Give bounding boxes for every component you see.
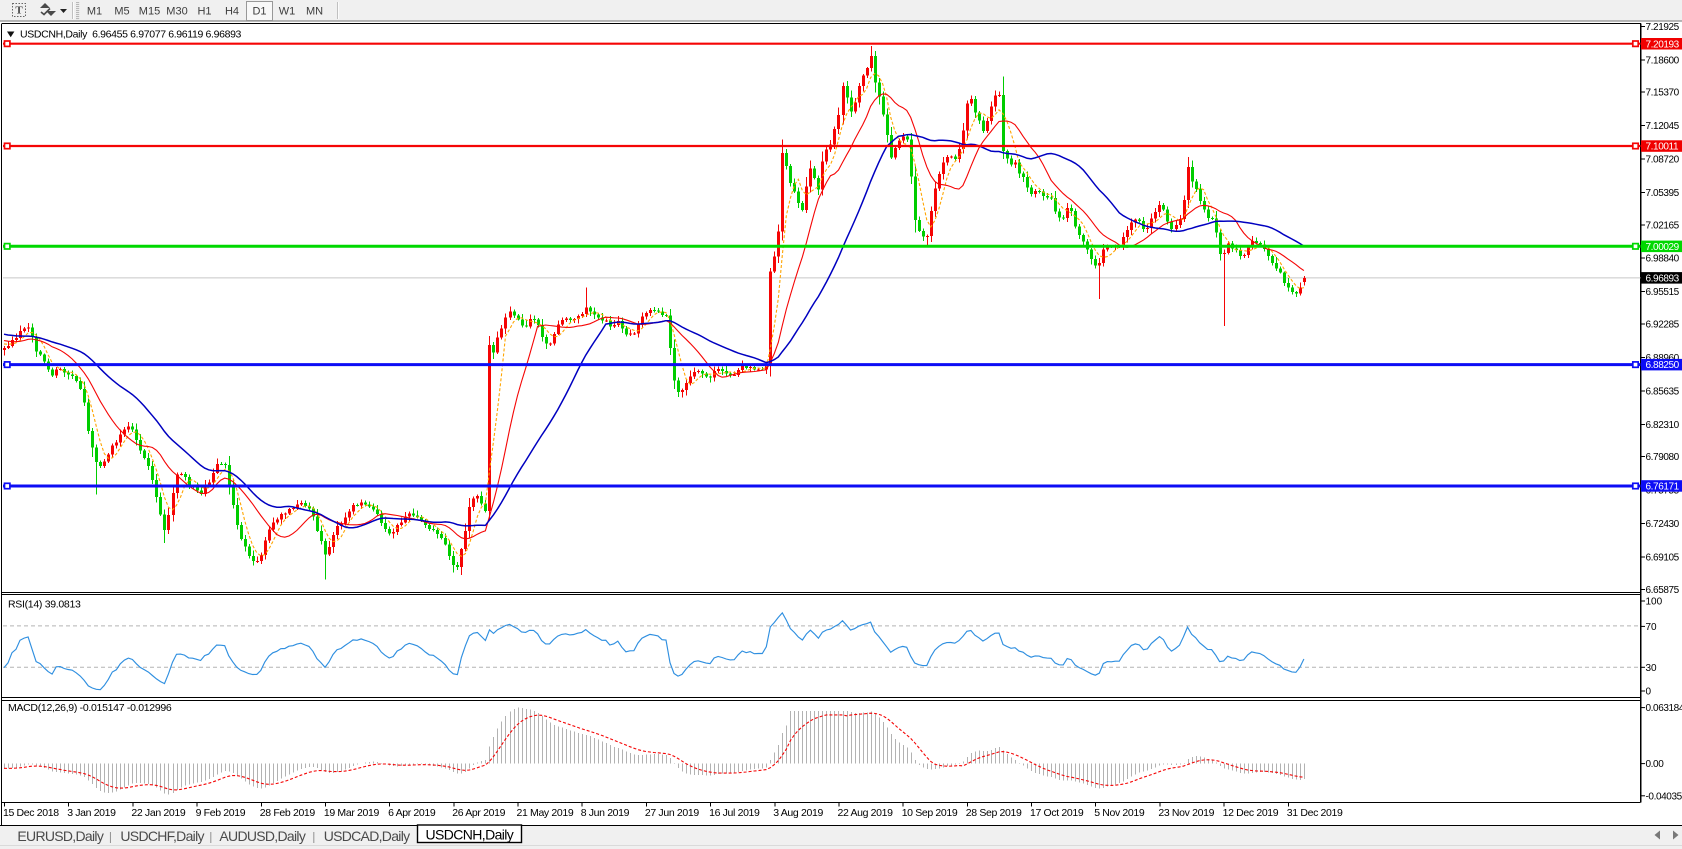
svg-text:70: 70	[1646, 622, 1658, 633]
svg-text:31 Dec 2019: 31 Dec 2019	[1287, 807, 1343, 819]
svg-text:AUDUSD,Daily: AUDUSD,Daily	[219, 828, 305, 844]
svg-text:16 Jul 2019: 16 Jul 2019	[709, 807, 760, 819]
svg-text:H1: H1	[197, 6, 211, 18]
svg-text:0: 0	[1646, 687, 1652, 698]
svg-text:USDCAD,Daily: USDCAD,Daily	[324, 828, 410, 844]
svg-text:8 Jun 2019: 8 Jun 2019	[581, 807, 630, 819]
svg-text:7.02165: 7.02165	[1646, 220, 1680, 231]
svg-text:7.21925: 7.21925	[1646, 22, 1680, 33]
svg-text:5 Nov 2019: 5 Nov 2019	[1094, 807, 1145, 819]
svg-text:6.95515: 6.95515	[1646, 287, 1680, 298]
svg-text:3 Jan 2019: 3 Jan 2019	[67, 807, 116, 819]
svg-text:7.08720: 7.08720	[1646, 155, 1680, 166]
svg-text:6.92285: 6.92285	[1646, 320, 1680, 331]
svg-text:100: 100	[1646, 597, 1663, 608]
svg-text:6.85635: 6.85635	[1646, 386, 1680, 397]
svg-text:28 Sep 2019: 28 Sep 2019	[966, 807, 1022, 819]
svg-text:28 Feb 2019: 28 Feb 2019	[260, 807, 316, 819]
svg-text:7.12045: 7.12045	[1646, 121, 1680, 132]
svg-text:M15: M15	[139, 6, 160, 18]
svg-text:USDCNH,Daily: USDCNH,Daily	[426, 827, 514, 843]
svg-text:26 Apr 2019: 26 Apr 2019	[452, 807, 505, 819]
svg-text:T: T	[15, 5, 23, 17]
svg-text:USDCHF,Daily: USDCHF,Daily	[120, 828, 204, 844]
svg-text:USDCNH,Daily 6.96455 6.97077: USDCNH,Daily 6.96455 6.97077 6.96119 6.9…	[20, 29, 242, 41]
svg-text:22 Aug 2019: 22 Aug 2019	[838, 807, 894, 819]
svg-text:7.05395: 7.05395	[1646, 188, 1680, 199]
svg-text:7.10011: 7.10011	[1646, 142, 1679, 153]
svg-text:19 Mar 2019: 19 Mar 2019	[324, 807, 380, 819]
svg-text:|: |	[312, 830, 315, 844]
svg-text:|: |	[109, 830, 112, 844]
svg-text:6.72430: 6.72430	[1646, 519, 1680, 530]
svg-text:MACD(12,26,9) -0.015147 -0.012: MACD(12,26,9) -0.015147 -0.012996	[8, 702, 172, 714]
svg-text:6.88960: 6.88960	[1646, 353, 1680, 364]
svg-text:3 Aug 2019: 3 Aug 2019	[773, 807, 823, 819]
svg-text:15 Dec 2018: 15 Dec 2018	[3, 807, 59, 819]
svg-text:6.98840: 6.98840	[1646, 254, 1680, 265]
svg-text:0.00: 0.00	[1646, 759, 1665, 770]
svg-text:30: 30	[1646, 663, 1658, 674]
svg-text:9 Feb 2019: 9 Feb 2019	[196, 807, 246, 819]
svg-text:RSI(14) 39.0813: RSI(14) 39.0813	[8, 599, 81, 611]
svg-text:6.96893: 6.96893	[1646, 273, 1680, 284]
svg-text:27 Jun 2019: 27 Jun 2019	[645, 807, 699, 819]
svg-text:D1: D1	[252, 6, 266, 18]
svg-text:6.69105: 6.69105	[1646, 552, 1680, 563]
svg-text:17 Oct 2019: 17 Oct 2019	[1030, 807, 1084, 819]
svg-text:M30: M30	[166, 6, 187, 18]
svg-text:-0.040355: -0.040355	[1646, 791, 1682, 802]
svg-text:6.82310: 6.82310	[1646, 420, 1680, 431]
svg-text:H4: H4	[225, 6, 239, 18]
svg-text:6.79080: 6.79080	[1646, 452, 1680, 463]
svg-text:W1: W1	[279, 6, 296, 18]
svg-text:23 Nov 2019: 23 Nov 2019	[1158, 807, 1214, 819]
svg-text:7.00029: 7.00029	[1646, 242, 1680, 253]
svg-text:6.65875: 6.65875	[1646, 585, 1680, 596]
svg-text:6 Apr 2019: 6 Apr 2019	[388, 807, 436, 819]
svg-text:M1: M1	[87, 6, 102, 18]
svg-text:EURUSD,Daily: EURUSD,Daily	[17, 828, 103, 844]
svg-text:MN: MN	[306, 6, 323, 18]
svg-text:22 Jan 2019: 22 Jan 2019	[131, 807, 185, 819]
svg-text:0.063184: 0.063184	[1646, 703, 1682, 714]
svg-text:6.76171: 6.76171	[1646, 482, 1680, 493]
svg-text:6.88250: 6.88250	[1646, 360, 1680, 371]
svg-text:7.15370: 7.15370	[1646, 88, 1680, 99]
svg-text:10 Sep 2019: 10 Sep 2019	[902, 807, 958, 819]
svg-text:12 Dec 2019: 12 Dec 2019	[1223, 807, 1279, 819]
svg-text:M5: M5	[114, 6, 129, 18]
svg-text:|: |	[209, 830, 212, 844]
svg-text:21 May 2019: 21 May 2019	[517, 807, 574, 819]
svg-text:7.18600: 7.18600	[1646, 55, 1680, 66]
svg-text:7.20193: 7.20193	[1646, 39, 1680, 50]
